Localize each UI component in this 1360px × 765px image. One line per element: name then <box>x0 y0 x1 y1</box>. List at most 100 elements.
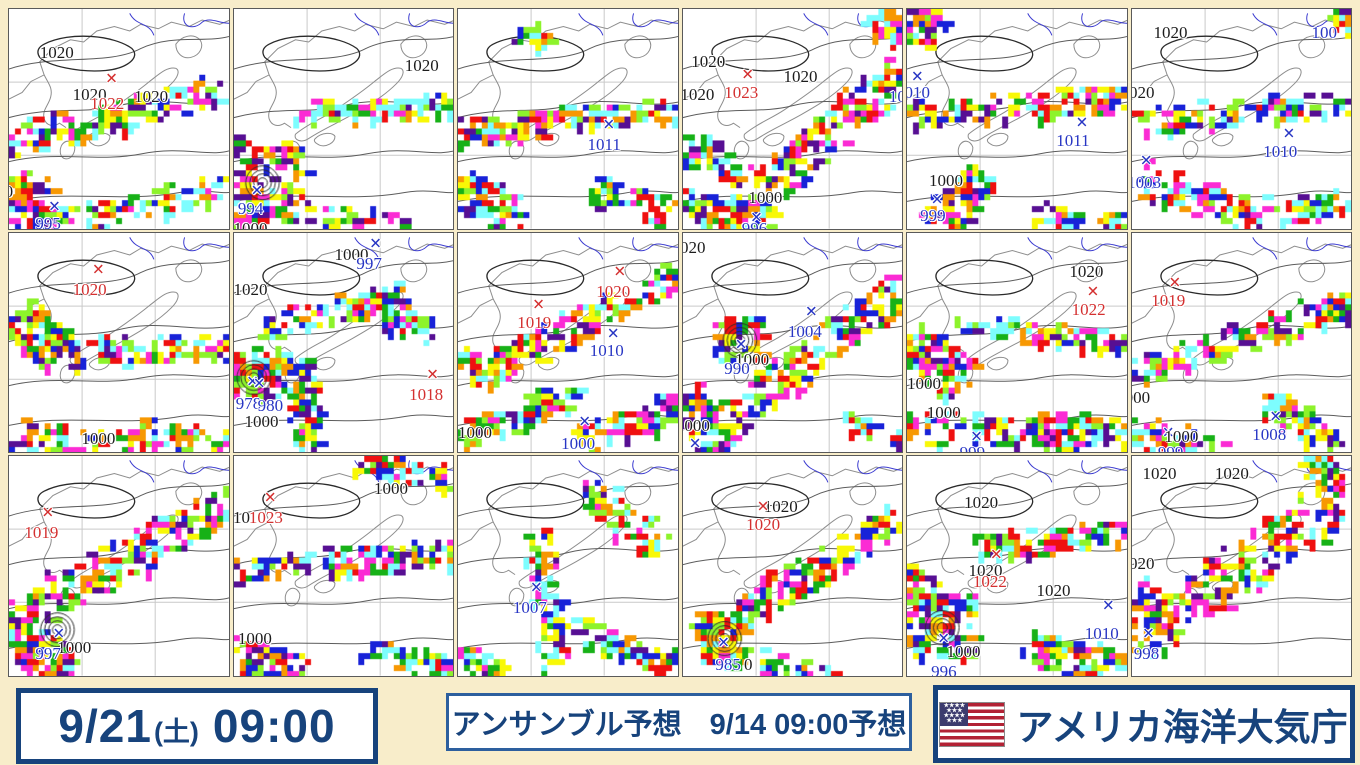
forecast-panel-13: × 1019 × 1000 997 <box>8 455 230 677</box>
pressure-label: 996 <box>931 661 957 677</box>
pressure-label: 1020 <box>39 43 74 63</box>
pressure-center-mark: × <box>735 331 748 356</box>
precipitation-layer <box>907 9 1127 229</box>
pressure-label: 996 <box>741 218 768 230</box>
forecast-panel-10: 1020×1004×10009901000× <box>681 231 903 454</box>
pressure-label: 1019 <box>1151 290 1186 310</box>
agency-box: ★★★★ ★★★ ★★★★ ★★★ アメリカ海洋大気庁 <box>933 685 1355 763</box>
precipitation-layer <box>458 232 678 453</box>
pressure-label: 1010 <box>1263 141 1298 161</box>
pressure-center-mark: × <box>253 371 266 396</box>
pressure-center-mark: × <box>750 204 763 229</box>
pressure-label: 1020 <box>964 492 999 512</box>
pressure-center-mark: × <box>757 493 770 518</box>
precipitation-layer <box>907 232 1127 453</box>
precipitation-layer <box>1131 232 1351 453</box>
pressure-center-mark: × <box>52 621 65 646</box>
pressure-center-mark: × <box>741 61 754 86</box>
pressure-label: 1000 <box>1131 387 1151 407</box>
pressure-label: 1010 <box>1084 624 1119 644</box>
pressure-label: 997 <box>35 644 61 664</box>
forecast-type-label: アンサンブル予想 <box>451 709 682 741</box>
pressure-label: 1020 <box>72 279 107 299</box>
pressure-label: 1000 <box>682 416 710 436</box>
pressure-label: 1000 <box>928 170 963 190</box>
pressure-center-mark: × <box>717 630 730 655</box>
pressure-label: 990 <box>724 359 750 379</box>
pressure-label: 994 <box>237 199 264 219</box>
pressure-label: 999 <box>920 205 946 225</box>
forecast-panel-18: 1020 1020 1020 ×998 <box>1130 455 1352 677</box>
pressure-label: 1022 <box>1071 299 1106 319</box>
pressure-label: 1020 <box>783 67 818 87</box>
pressure-label: 1000 <box>81 429 116 449</box>
pressure-label: 1000 <box>237 628 272 648</box>
pressure-label: 997 <box>356 253 382 273</box>
pressure-center-mark: × <box>1282 121 1295 146</box>
pressure-label: 1007 <box>512 598 547 618</box>
pressure-label: 1000 <box>458 422 492 442</box>
pressure-label: 1020 <box>746 514 781 534</box>
pressure-center-mark: × <box>1162 419 1175 444</box>
forecast-panel-2: 1020 × 994 1000 <box>232 8 454 230</box>
forecast-panel-11: 1020 × 1022 1000 1000 × 999 <box>906 231 1128 454</box>
pressure-label: 1000 <box>1164 427 1199 447</box>
pressure-center-mark: × <box>970 423 983 448</box>
pressure-center-mark: × <box>369 231 382 255</box>
pressure-center-mark: × <box>530 575 543 600</box>
pressure-center-mark: × <box>1102 592 1115 617</box>
pressure-center-mark: × <box>264 485 277 510</box>
pressure-label: 999 <box>959 442 986 454</box>
pressure-label: 1000 <box>735 350 770 370</box>
pressure-label: 1000 <box>907 374 941 394</box>
forecast-panel-16: 1020 × 1020 × 985 0 <box>681 455 903 677</box>
pressure-center-mark: × <box>41 500 54 525</box>
pressure-label: 985 <box>715 655 741 675</box>
pressure-label: 1010 <box>232 508 250 528</box>
forecast-panel-9: × 1020 × 1019 × 1010 1000 × 1000 <box>457 231 679 454</box>
pressure-label: 1020 <box>763 497 798 517</box>
pressure-label: 1000 <box>57 637 92 657</box>
pressure-label: 1000 <box>926 403 961 422</box>
pressure-label: 1000 <box>334 244 369 264</box>
pressure-center-mark: × <box>1168 270 1181 295</box>
pressure-label: 10 <box>888 87 902 107</box>
pressure-center-mark: × <box>931 187 944 212</box>
pressure-label: 1011 <box>587 135 621 155</box>
precipitation-layer <box>233 9 453 229</box>
pressure-label: 1000 <box>946 642 981 662</box>
pressure-label: 1020 <box>233 279 268 299</box>
pressure-label: 978 <box>235 394 262 414</box>
valid-time: 09:00 <box>212 700 336 752</box>
pressure-label: 1019 <box>24 523 59 543</box>
pressure-label: 1020 <box>1069 262 1104 282</box>
pressure-label: 1004 <box>787 321 822 341</box>
pressure-label: 1019 <box>517 312 552 332</box>
pressure-label: 980 <box>257 396 284 416</box>
ensemble-panel-grid: 102010201020×10220×9951020×9941000×10111… <box>8 8 1352 677</box>
precipitation-layer <box>233 456 453 676</box>
forecast-panel-7: × 1020 1000 <box>8 231 230 454</box>
precipitation-layer <box>682 9 902 229</box>
pressure-center-mark: × <box>1269 404 1282 429</box>
precipitation-layer <box>682 232 902 453</box>
valid-date: 9/21 <box>58 700 152 752</box>
pressure-label: 1020 <box>404 56 439 76</box>
forecast-issued-label: 9/14 09:00予想 <box>709 709 907 741</box>
pressure-label: 1020 <box>682 238 706 258</box>
pressure-label: 1020 <box>1131 82 1155 102</box>
precipitation-layer <box>682 456 902 676</box>
forecast-panel-8: 1000 × 997 1020 × × 978 980 1000 × 1018 <box>232 231 454 454</box>
precipitation-layer <box>233 232 453 453</box>
pressure-label: 1022 <box>90 93 125 113</box>
pressure-label: 1003 <box>1130 172 1162 192</box>
agency-name-label: アメリカ海洋大気庁 <box>1016 707 1348 748</box>
precipitation-layer <box>458 9 678 229</box>
pressure-center-mark: × <box>426 362 439 387</box>
precipitation-layer <box>9 456 229 676</box>
pressure-label: 1000 <box>561 433 596 453</box>
